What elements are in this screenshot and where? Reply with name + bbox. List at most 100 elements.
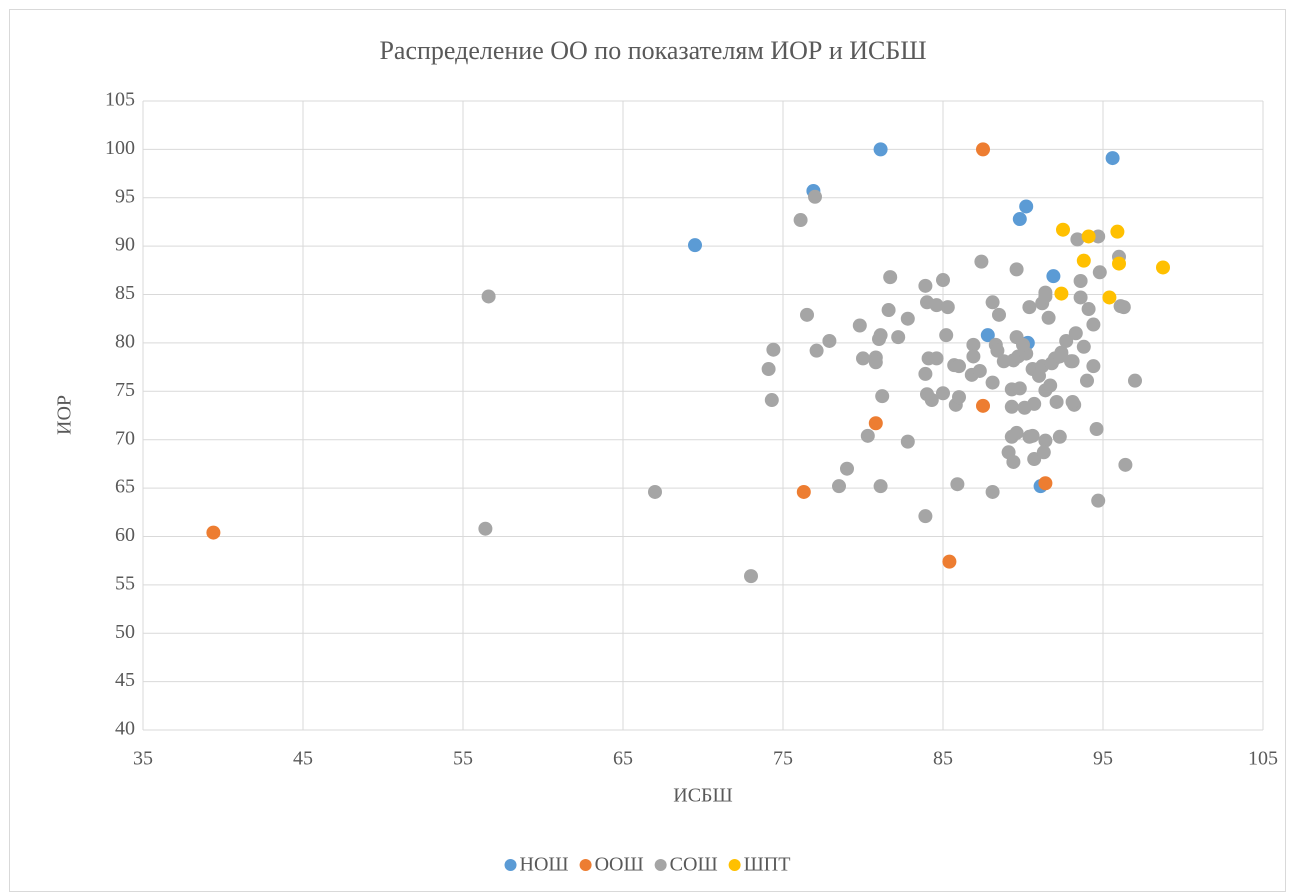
point — [822, 333, 837, 348]
point — [1027, 396, 1042, 411]
y-tick-label: 95 — [115, 185, 135, 207]
point — [1086, 359, 1101, 374]
legend-marker — [728, 859, 741, 871]
point — [1054, 345, 1069, 360]
point — [1081, 229, 1096, 244]
point — [936, 386, 950, 401]
point — [1025, 428, 1040, 443]
point — [974, 254, 989, 269]
y-tick-label: 85 — [115, 282, 135, 304]
point — [1012, 212, 1027, 227]
y-tick-label: 65 — [115, 476, 135, 498]
point — [832, 479, 846, 494]
point — [918, 509, 933, 524]
point — [918, 278, 933, 293]
point — [966, 337, 981, 352]
point — [883, 270, 898, 285]
y-tick-label: 90 — [115, 234, 135, 256]
point — [992, 307, 1006, 322]
y-tick-label: 100 — [105, 137, 135, 159]
point — [980, 328, 995, 343]
point — [1091, 493, 1106, 508]
point — [840, 461, 854, 476]
point — [860, 428, 875, 443]
point — [1065, 394, 1080, 409]
point — [942, 554, 957, 569]
point — [1076, 339, 1091, 354]
point — [1046, 269, 1061, 284]
x-axis-label: ИСБШ — [673, 785, 732, 807]
point — [761, 362, 776, 377]
point — [966, 349, 981, 364]
point — [1006, 454, 1021, 469]
point — [868, 416, 883, 431]
point — [1004, 399, 1019, 414]
point — [1038, 433, 1053, 448]
point — [1080, 373, 1094, 388]
point — [873, 479, 888, 494]
y-tick-label: 40 — [115, 718, 135, 740]
point — [1081, 302, 1096, 317]
point — [1118, 457, 1133, 472]
point — [985, 375, 1000, 390]
chart-title: Распределение ОО по показателям ИОР и ИС… — [379, 36, 926, 65]
point — [1038, 285, 1053, 300]
y-tick-label: 45 — [115, 669, 135, 691]
point — [900, 434, 915, 449]
point — [1128, 373, 1142, 388]
legend-marker — [504, 859, 517, 871]
legend-label: ООШ — [595, 854, 644, 876]
point — [856, 351, 870, 366]
point — [875, 389, 890, 404]
point — [950, 477, 965, 492]
point — [929, 351, 944, 366]
point — [985, 484, 1000, 499]
point — [1052, 429, 1067, 444]
y-tick-label: 55 — [115, 572, 135, 594]
x-tick-label: 95 — [1093, 748, 1113, 770]
point — [688, 238, 702, 253]
point — [929, 298, 944, 313]
point — [940, 300, 955, 315]
y-tick-label: 105 — [105, 89, 135, 111]
point — [1019, 199, 1034, 214]
point — [1110, 224, 1125, 239]
point — [1105, 151, 1120, 166]
point — [990, 343, 1005, 358]
point — [1086, 317, 1101, 332]
point — [872, 332, 886, 347]
point — [936, 273, 950, 288]
point — [873, 142, 888, 157]
point — [481, 289, 496, 304]
point — [808, 189, 822, 204]
chart-frame — [9, 9, 1286, 892]
point — [1156, 260, 1170, 275]
point — [1056, 222, 1070, 237]
y-tick-label: 50 — [115, 621, 135, 643]
point — [1070, 232, 1085, 247]
point — [852, 318, 867, 333]
point — [1054, 286, 1069, 301]
point — [800, 307, 814, 322]
point — [972, 363, 987, 378]
x-tick-label: 85 — [933, 748, 953, 770]
point — [891, 330, 906, 345]
point — [924, 393, 939, 408]
x-tick-label: 65 — [613, 748, 633, 770]
legend-marker — [579, 859, 592, 871]
x-tick-label: 55 — [453, 748, 473, 770]
point — [1059, 333, 1074, 348]
x-tick-label: 75 — [773, 748, 793, 770]
point — [1038, 476, 1053, 491]
point — [952, 359, 966, 374]
x-tick-label: 35 — [133, 748, 153, 770]
point — [1102, 290, 1117, 305]
point — [900, 311, 915, 326]
point — [766, 342, 781, 357]
point — [1041, 310, 1056, 325]
point — [1091, 229, 1106, 244]
point — [1089, 422, 1104, 437]
x-tick-label: 105 — [1248, 748, 1278, 770]
legend-label: СОШ — [670, 854, 718, 876]
point — [952, 390, 966, 405]
